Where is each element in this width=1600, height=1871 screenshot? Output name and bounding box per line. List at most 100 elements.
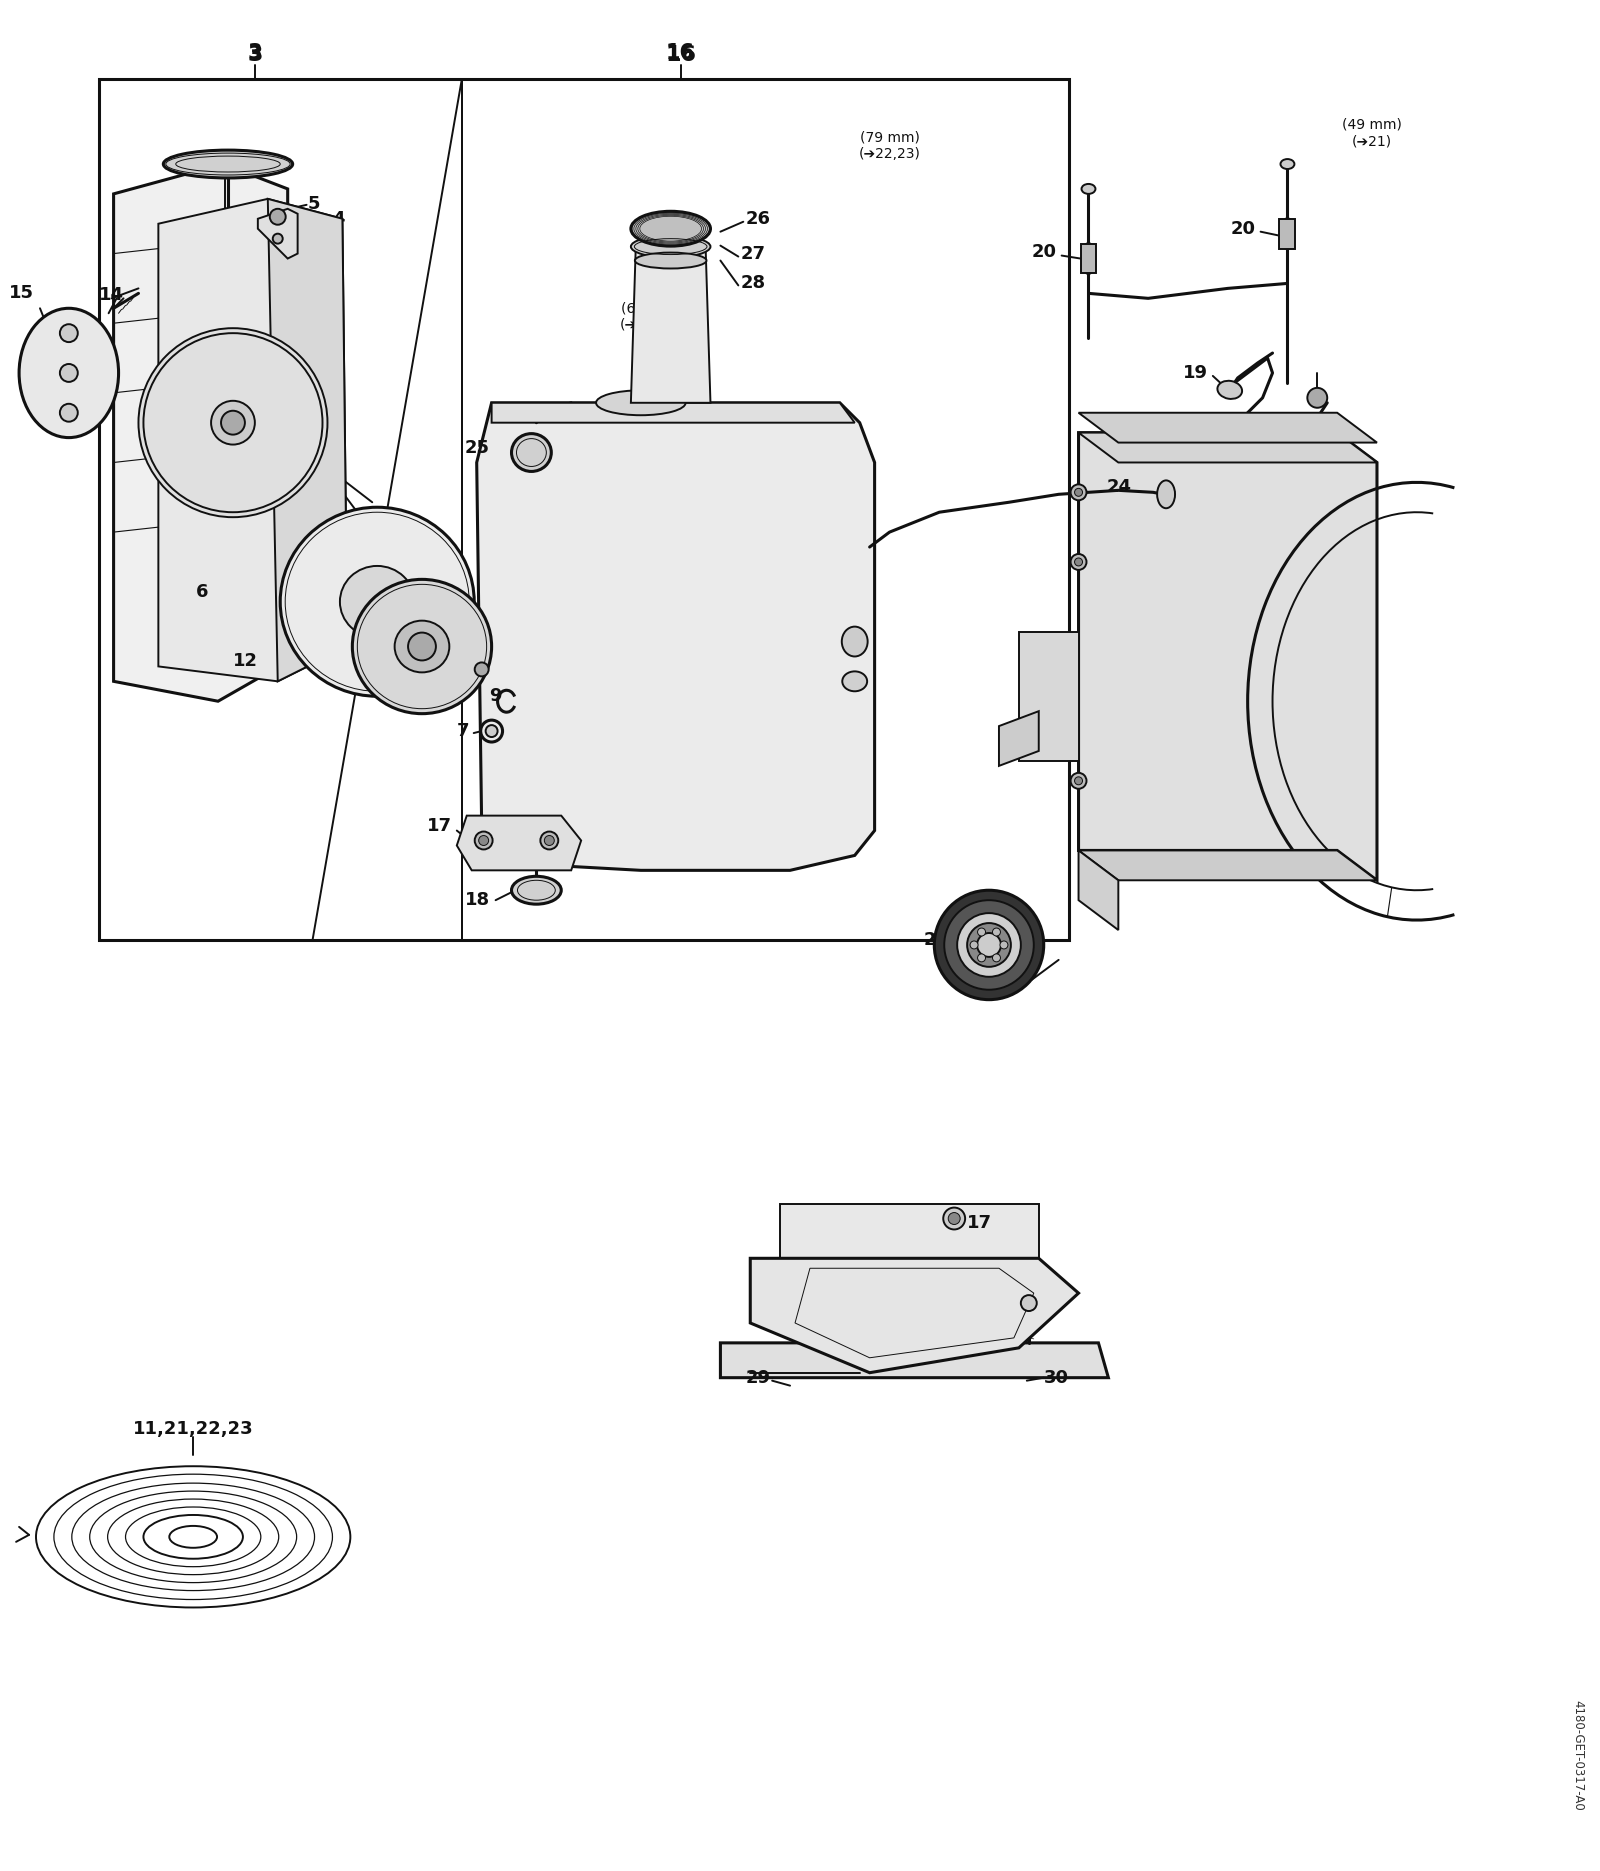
Circle shape xyxy=(934,891,1043,999)
Text: 4: 4 xyxy=(333,210,346,228)
Text: 3: 3 xyxy=(248,43,262,62)
Text: 14: 14 xyxy=(99,286,123,305)
Ellipse shape xyxy=(630,211,710,247)
Ellipse shape xyxy=(1218,382,1242,399)
Polygon shape xyxy=(1078,413,1378,443)
Polygon shape xyxy=(1080,243,1096,273)
Text: 20: 20 xyxy=(1230,219,1256,238)
Ellipse shape xyxy=(842,672,867,690)
Text: 5: 5 xyxy=(307,195,320,213)
Circle shape xyxy=(541,831,558,849)
Polygon shape xyxy=(781,1203,1038,1259)
Text: 28: 28 xyxy=(741,275,765,292)
Text: 9: 9 xyxy=(490,687,501,705)
Text: 11,21,22,23: 11,21,22,23 xyxy=(133,1420,253,1439)
Circle shape xyxy=(992,954,1000,962)
Circle shape xyxy=(944,1207,965,1229)
Polygon shape xyxy=(1078,851,1378,879)
Polygon shape xyxy=(630,243,710,402)
Ellipse shape xyxy=(163,150,293,178)
Ellipse shape xyxy=(1282,219,1293,249)
Text: 8: 8 xyxy=(462,657,475,675)
Ellipse shape xyxy=(1083,243,1094,273)
Ellipse shape xyxy=(597,391,685,415)
Ellipse shape xyxy=(339,565,414,638)
Circle shape xyxy=(270,210,286,225)
Text: (➔21): (➔21) xyxy=(1352,135,1392,148)
Ellipse shape xyxy=(1157,481,1174,509)
Text: 3: 3 xyxy=(246,45,262,65)
Circle shape xyxy=(992,928,1000,936)
Text: 18: 18 xyxy=(464,891,490,909)
Text: 16: 16 xyxy=(666,45,696,65)
Circle shape xyxy=(139,327,328,516)
Circle shape xyxy=(1070,554,1086,571)
Circle shape xyxy=(475,831,493,849)
Text: 17: 17 xyxy=(966,1214,992,1233)
Ellipse shape xyxy=(395,621,450,672)
Circle shape xyxy=(272,234,283,243)
Text: (➔11): (➔11) xyxy=(267,468,307,483)
Circle shape xyxy=(475,662,488,675)
Text: (60 mm): (60 mm) xyxy=(621,301,680,316)
Ellipse shape xyxy=(630,236,710,258)
Circle shape xyxy=(978,928,986,936)
Text: 2: 2 xyxy=(923,932,936,949)
Polygon shape xyxy=(1280,219,1296,249)
Circle shape xyxy=(544,836,554,846)
Text: 25: 25 xyxy=(464,438,490,457)
Ellipse shape xyxy=(352,580,491,713)
Text: 27: 27 xyxy=(741,245,765,262)
Circle shape xyxy=(59,404,78,421)
Ellipse shape xyxy=(170,1527,218,1547)
Text: 15: 15 xyxy=(10,284,34,303)
Ellipse shape xyxy=(19,309,118,438)
Circle shape xyxy=(944,900,1034,990)
Ellipse shape xyxy=(512,434,552,471)
Circle shape xyxy=(978,954,986,962)
Circle shape xyxy=(211,400,254,445)
Text: 20: 20 xyxy=(1032,243,1056,260)
Polygon shape xyxy=(720,1343,1109,1377)
Text: 16: 16 xyxy=(666,43,694,62)
Ellipse shape xyxy=(1280,159,1294,168)
Text: 30: 30 xyxy=(1043,1370,1069,1386)
Text: 12: 12 xyxy=(234,653,258,670)
Ellipse shape xyxy=(1082,183,1096,195)
Circle shape xyxy=(408,632,435,660)
Circle shape xyxy=(1021,1295,1037,1312)
Ellipse shape xyxy=(635,253,707,269)
Polygon shape xyxy=(1078,432,1378,879)
Polygon shape xyxy=(1078,432,1378,462)
Circle shape xyxy=(486,726,498,737)
Text: 13: 13 xyxy=(189,157,213,176)
Text: 7: 7 xyxy=(458,722,470,741)
Ellipse shape xyxy=(280,507,474,696)
Text: 26: 26 xyxy=(746,210,770,228)
Text: (➔22,23): (➔22,23) xyxy=(619,318,682,333)
Circle shape xyxy=(966,922,1011,967)
Polygon shape xyxy=(477,402,875,870)
Polygon shape xyxy=(114,165,288,702)
Polygon shape xyxy=(998,711,1038,765)
Circle shape xyxy=(1070,485,1086,500)
Text: 29: 29 xyxy=(746,1370,770,1386)
Text: 6: 6 xyxy=(195,582,208,601)
Polygon shape xyxy=(267,198,347,681)
Circle shape xyxy=(59,324,78,342)
Circle shape xyxy=(221,412,245,434)
Circle shape xyxy=(1070,773,1086,790)
Text: 4180-GET-0317-A0: 4180-GET-0317-A0 xyxy=(1571,1701,1584,1811)
Polygon shape xyxy=(1078,851,1118,930)
Text: (79 mm): (79 mm) xyxy=(859,131,920,144)
Polygon shape xyxy=(491,402,854,423)
Circle shape xyxy=(1000,941,1008,949)
Circle shape xyxy=(970,941,978,949)
Circle shape xyxy=(957,913,1021,977)
Text: 10: 10 xyxy=(283,449,307,466)
Text: (49 mm): (49 mm) xyxy=(1342,118,1402,131)
Text: 1: 1 xyxy=(1016,971,1029,988)
Circle shape xyxy=(1075,776,1083,784)
Text: 24: 24 xyxy=(1106,479,1131,496)
Polygon shape xyxy=(750,1259,1078,1373)
